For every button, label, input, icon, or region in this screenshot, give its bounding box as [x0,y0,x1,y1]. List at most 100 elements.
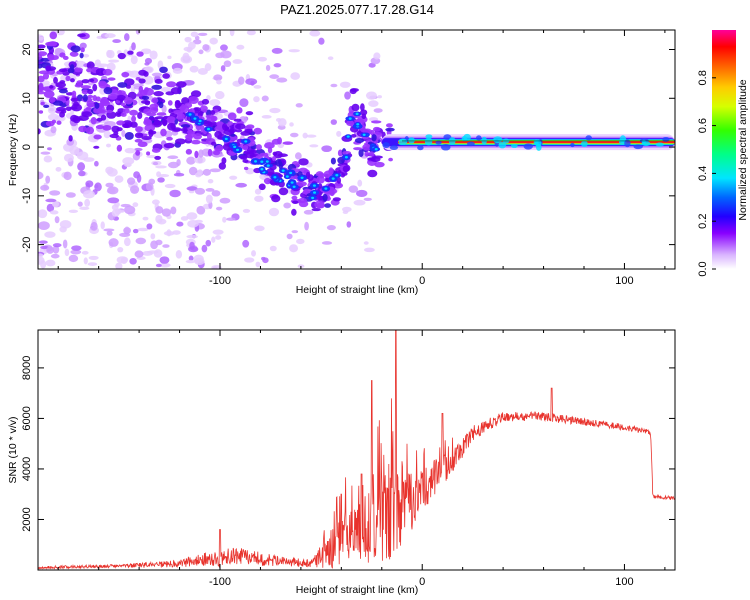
spectrogram-cell [122,108,130,114]
spectrogram-cell [286,233,293,240]
spectrogram-cell [180,216,189,221]
spectrogram-cell [81,79,90,84]
spectrogram-cell [254,160,258,163]
spectrogram-cell [92,94,98,102]
spectrogram-x-ticks: -100 0 100 [57,30,666,287]
spectrogram-cell [324,187,328,190]
spectrogram-cell [115,94,126,101]
spectrogram-cell [216,124,224,131]
spectrogram-cell [312,184,316,187]
spectrogram-cell [185,134,193,142]
spectrogram-cell [242,239,250,248]
spectrogram-cell [65,75,71,82]
spectrogram-cell [107,186,119,195]
spectrogram-cell [111,209,120,217]
spectrogram-cell [443,134,452,140]
spectrogram-cell [222,123,228,131]
spectrogram-cell [235,123,246,130]
spectrogram-cell [236,148,240,152]
spectrogram-cell [288,49,300,53]
snr-y-tick-label: 8000 [21,356,33,380]
spectrogram-cell [59,52,66,58]
spectrogram-cell [373,108,383,113]
spectrogram-cell [45,41,56,47]
spectrogram-cell [326,224,336,231]
spectrogram-cell [132,202,139,208]
spectrogram-cell [174,112,185,120]
spectrogram-cell [87,102,95,108]
spectrogram-x-axis-label: Height of straight line (km) [296,284,419,296]
spectrogram-cell [298,158,309,166]
spectrogram-cell [124,162,132,167]
spectrogram-cell [337,149,343,157]
spectrogram-cell [193,117,197,120]
spectrogram-cell [176,221,184,227]
spectrogram-cell [96,109,107,114]
spectrogram-cell [68,135,73,142]
spectrogram-cell [333,182,344,189]
spectrogram-cell [162,73,171,79]
spectrogram-cell [47,106,57,114]
spectrogram-cell [297,197,308,203]
spectrogram-cell [239,98,249,108]
snr-y-tick-label: 4000 [21,457,33,481]
spectrogram-cell [132,83,144,88]
spectrogram-cell [175,138,186,145]
spectrogram-cell [229,30,235,37]
spectrogram-cell [344,91,351,100]
spectrogram-cell [96,117,103,122]
spectrogram-cell [244,128,253,134]
spectrogram-cell [363,197,372,201]
spectrogram-cell [56,120,62,125]
spectrogram-cell [38,75,45,83]
spectrogram-cell [143,119,153,126]
spectrogram-cell [389,145,399,151]
spectrogram-cell [210,141,217,146]
spectrogram-cell [655,142,665,147]
spectrogram-cell [158,174,170,178]
spectrogram-cell [140,48,152,55]
spectrogram-cell [64,248,70,257]
spectrogram-cell [294,152,302,160]
spectrogram-cell [80,47,85,53]
spectrogram-cell [304,221,309,231]
spectrogram-cell [44,231,56,238]
spectrogram-cell [55,82,67,88]
spectrogram-cell [277,153,288,158]
spectrogram-cell [166,116,176,122]
spectrogram-cell [197,32,208,37]
spectrogram-cell [127,50,134,55]
spectrogram-cell [211,265,222,269]
spectrogram-cell [52,100,64,106]
snr-x-tick-label: 0 [419,576,425,588]
spectrogram-cell [188,255,194,261]
spectrogram-cell [385,127,395,132]
spectrogram-cell [194,257,205,266]
spectrogram-cell [353,147,362,151]
spectrogram-cell [268,207,280,217]
spectrogram-cell [350,88,359,92]
spectrogram-cell [46,246,54,254]
spectrogram-cell [50,126,57,134]
spectrogram-cell [43,155,53,163]
spectrogram-cell [188,190,195,194]
spectrogram-cell [641,141,651,147]
spectrogram-cell [167,122,176,131]
spectrogram-cell [77,162,86,171]
spectrogram-cell [127,177,136,185]
spectrogram-cell [38,110,44,114]
spectrogram-cell [313,191,317,194]
spectrogram-cell [113,131,119,136]
spectrogram-cell [115,111,123,117]
spectrogram-cell [106,62,116,71]
spectrogram-cell [67,67,75,74]
spectrogram-cell [184,36,192,43]
spectrogram-cell [135,150,141,156]
spectrogram-cell [202,44,210,51]
spectrogram-cell [221,157,227,165]
spectrogram-cell [134,132,144,139]
snr-y-tick-label: 6000 [21,406,33,430]
spectrogram-cell [106,230,113,236]
snr-y-ticks: 2000 4000 6000 8000 [21,356,675,532]
